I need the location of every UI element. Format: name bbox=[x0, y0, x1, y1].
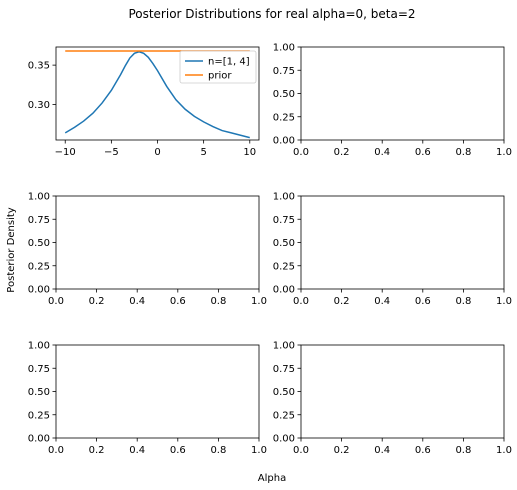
x-tick-label: 0.4 bbox=[374, 147, 390, 158]
y-tick-label: 0.25 bbox=[28, 410, 50, 421]
y-tick-label: 0.00 bbox=[273, 434, 295, 445]
y-tick-label: 0.75 bbox=[28, 364, 50, 375]
x-tick-label: 0.0 bbox=[48, 296, 64, 307]
x-tick-label: 0.6 bbox=[415, 147, 431, 158]
x-tick-label: 0.2 bbox=[89, 445, 105, 456]
y-tick-label: 0.25 bbox=[273, 410, 295, 421]
x-tick-label: 1.0 bbox=[496, 445, 512, 456]
y-tick-label: 0.75 bbox=[273, 215, 295, 226]
y-tick-label: 0.75 bbox=[273, 66, 295, 77]
legend-label: n=[1, 4] bbox=[208, 57, 250, 68]
y-tick-label: 0.00 bbox=[28, 434, 50, 445]
x-tick-label: 0.2 bbox=[334, 445, 350, 456]
y-tick-label: 0.25 bbox=[28, 261, 50, 272]
figure-ylabel: Posterior Density bbox=[6, 207, 17, 292]
x-tick-label: 1.0 bbox=[251, 296, 267, 307]
x-tick-label: 0.8 bbox=[455, 147, 471, 158]
axes-frame bbox=[300, 195, 505, 290]
subplot-row1-col2: 0.0 0.2 0.4 0.6 0.8 1.0 0.00 0.25 0.50 0.75 1.00 bbox=[273, 43, 512, 159]
y-tick-label: 1.00 bbox=[273, 43, 295, 54]
x-tick-label: 0.4 bbox=[129, 296, 145, 307]
y-tick-label: 0.00 bbox=[273, 136, 295, 147]
x-tick-label: 0.6 bbox=[170, 445, 186, 456]
x-tick-label: 0.2 bbox=[89, 296, 105, 307]
x-tick-label: 0.4 bbox=[374, 445, 390, 456]
x-tick-label: 0.4 bbox=[129, 445, 145, 456]
y-tick-label: 1.00 bbox=[28, 341, 50, 352]
subplot-row3-col2: 0.0 0.2 0.4 0.6 0.8 1.0 0.00 0.25 0.50 0.75 1.00 bbox=[273, 341, 512, 457]
x-tick-label: 0.8 bbox=[455, 445, 471, 456]
x-tick-label: 1.0 bbox=[496, 296, 512, 307]
x-tick-label: 0.6 bbox=[415, 296, 431, 307]
x-tick-label: 0.8 bbox=[210, 445, 226, 456]
axes-frame bbox=[300, 46, 505, 141]
axes-frame bbox=[300, 344, 505, 439]
x-tick-label: 0.0 bbox=[293, 147, 309, 158]
x-tick-label: 0.2 bbox=[334, 147, 350, 158]
subplot-row2-col2: 0.0 0.2 0.4 0.6 0.8 1.0 0.00 0.25 0.50 0.75 1.00 bbox=[273, 192, 512, 308]
y-tick-label: 0.00 bbox=[273, 285, 295, 296]
axes-frame bbox=[55, 195, 260, 290]
x-tick-label: 0.8 bbox=[210, 296, 226, 307]
y-tick-label: 0.50 bbox=[273, 238, 295, 249]
axes-frame bbox=[55, 344, 260, 439]
x-tick-label: 0.0 bbox=[48, 445, 64, 456]
y-tick-label: 0.30 bbox=[28, 100, 50, 111]
x-tick-label: 1.0 bbox=[496, 147, 512, 158]
x-tick-label: 5 bbox=[200, 147, 206, 158]
x-tick-label: 0.2 bbox=[334, 296, 350, 307]
y-tick-label: 0.00 bbox=[28, 285, 50, 296]
y-tick-label: 1.00 bbox=[28, 192, 50, 203]
x-tick-label: 1.0 bbox=[251, 445, 267, 456]
y-tick-label: 0.35 bbox=[28, 61, 50, 72]
figure-title: Posterior Distributions for real alpha=0… bbox=[128, 7, 415, 21]
x-tick-label: 10 bbox=[243, 147, 256, 158]
y-tick-label: 0.50 bbox=[273, 387, 295, 398]
y-tick-label: 0.50 bbox=[28, 387, 50, 398]
legend: n=[1, 4] prior bbox=[179, 50, 257, 84]
x-tick-label: −5 bbox=[104, 147, 119, 158]
y-tick-label: 0.75 bbox=[28, 215, 50, 226]
legend-label: prior bbox=[208, 71, 232, 82]
x-tick-label: 0.6 bbox=[170, 296, 186, 307]
y-tick-label: 1.00 bbox=[273, 341, 295, 352]
x-tick-label: 0.0 bbox=[293, 445, 309, 456]
y-tick-label: 1.00 bbox=[273, 192, 295, 203]
series-line-posterior bbox=[64, 50, 250, 139]
x-tick-label: 0.0 bbox=[293, 296, 309, 307]
figure-xlabel: Alpha bbox=[258, 473, 286, 484]
y-tick-label: 0.25 bbox=[273, 261, 295, 272]
y-tick-label: 0.25 bbox=[273, 112, 295, 123]
subplot-row2-col1: 0.0 0.2 0.4 0.6 0.8 1.0 0.00 0.25 0.50 0.75 1.00 bbox=[28, 192, 267, 308]
x-tick-label: 0 bbox=[154, 147, 160, 158]
x-tick-label: 0.6 bbox=[415, 445, 431, 456]
y-tick-label: 0.50 bbox=[28, 238, 50, 249]
x-tick-label: −10 bbox=[55, 147, 76, 158]
subplot-row1-col1: −10 −5 0 5 10 0.30 0.35 n=[1, 4] prior bbox=[28, 46, 260, 158]
subplot-row3-col1: 0.0 0.2 0.4 0.6 0.8 1.0 0.00 0.25 0.50 0.75 1.00 bbox=[28, 341, 267, 457]
x-tick-label: 0.4 bbox=[374, 296, 390, 307]
y-tick-label: 0.50 bbox=[273, 89, 295, 100]
x-tick-label: 0.8 bbox=[455, 296, 471, 307]
y-tick-label: 0.75 bbox=[273, 364, 295, 375]
